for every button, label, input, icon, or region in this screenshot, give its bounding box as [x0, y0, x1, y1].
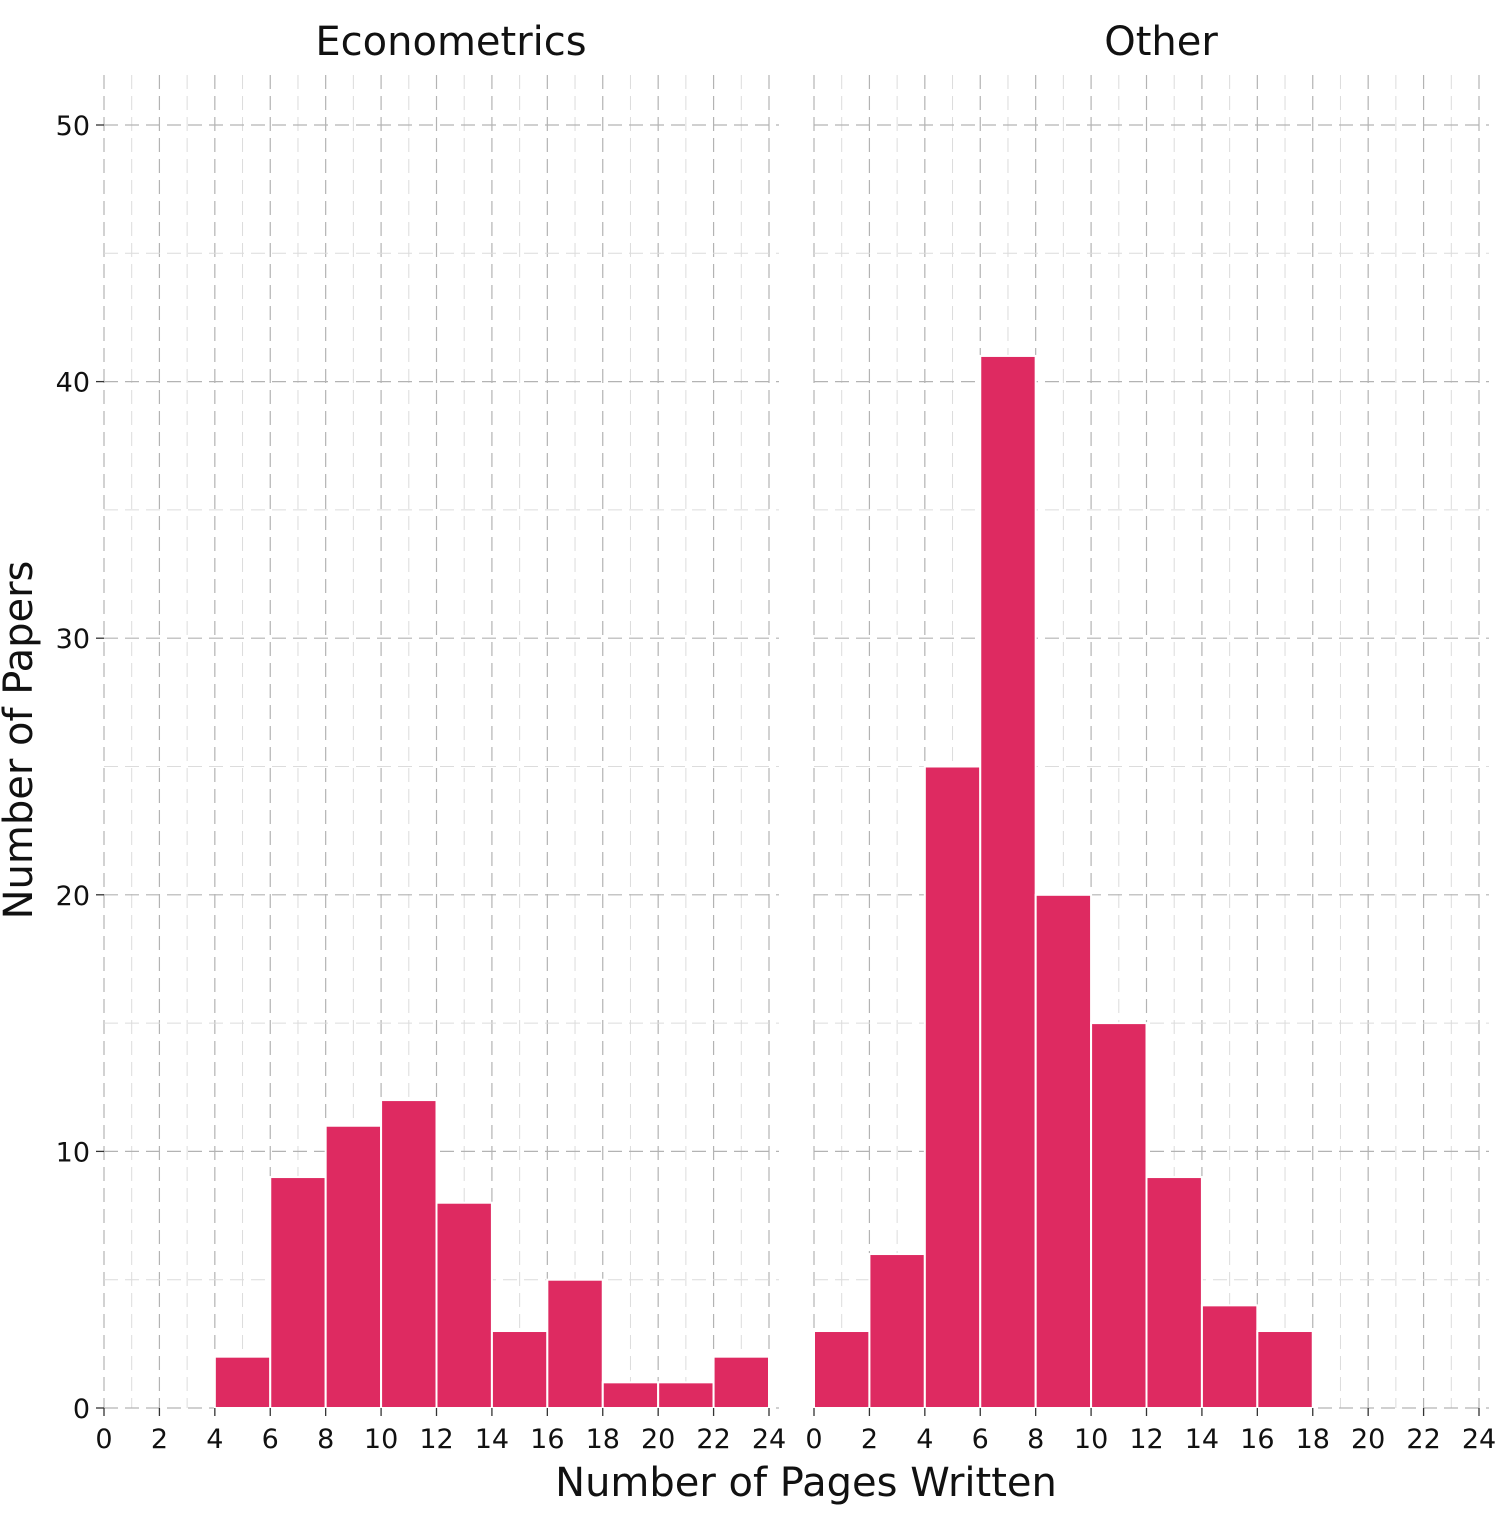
- histogram-bar: [712, 1355, 770, 1410]
- histogram-bar: [979, 354, 1037, 1410]
- histogram-bar: [813, 1330, 871, 1410]
- y-tick-label: 30: [56, 624, 90, 655]
- x-tick-label: 12: [419, 1424, 453, 1455]
- tick-layer: [96, 124, 1480, 1416]
- x-tick-label: 10: [1074, 1424, 1108, 1455]
- x-tick-label: 18: [586, 1424, 620, 1455]
- x-tick-label: 6: [262, 1424, 279, 1455]
- facet-title-econometrics: Econometrics: [315, 19, 586, 65]
- x-tick-label: 2: [861, 1424, 878, 1455]
- histogram-bar: [380, 1099, 438, 1409]
- x-tick-label: 24: [752, 1424, 786, 1455]
- bar-layer: [213, 354, 1314, 1410]
- label-layer: 0 2 4 6 8 10 12 14 16 18 20 22 24 0 2 4 6 8 10 12 14 16 18 20 22…: [56, 111, 1497, 1455]
- histogram-bar: [213, 1355, 272, 1410]
- histogram-bar: [324, 1124, 383, 1409]
- histogram-bar: [1200, 1304, 1259, 1409]
- y-tick-label: 20: [56, 881, 90, 912]
- histogram-bar: [269, 1176, 327, 1410]
- x-tick-label: 22: [696, 1424, 730, 1455]
- y-tick-label: 0: [73, 1394, 90, 1425]
- x-tick-label: 22: [1406, 1424, 1440, 1455]
- x-tick-label: 8: [1027, 1424, 1044, 1455]
- x-tick-label: 14: [475, 1424, 509, 1455]
- histogram-bar: [1145, 1176, 1203, 1410]
- x-tick-label: 14: [1185, 1424, 1219, 1455]
- x-tick-label: 20: [641, 1424, 675, 1455]
- histogram-bar: [490, 1330, 549, 1410]
- y-axis-title: Number of Papers: [0, 561, 42, 920]
- y-tick-label: 40: [56, 368, 90, 399]
- histogram-bar: [923, 765, 982, 1409]
- x-tick-label: 12: [1129, 1424, 1163, 1455]
- histogram-bar: [1034, 893, 1093, 1409]
- x-tick-label: 24: [1462, 1424, 1496, 1455]
- x-tick-label: 18: [1296, 1424, 1330, 1455]
- x-tick-label: 6: [972, 1424, 989, 1455]
- x-tick-label: 2: [151, 1424, 168, 1455]
- x-tick-label: 4: [206, 1424, 223, 1455]
- grid-layer: [103, 75, 1489, 1409]
- x-tick-label: 16: [1240, 1424, 1274, 1455]
- x-tick-label: 4: [916, 1424, 933, 1455]
- x-tick-label: 0: [95, 1424, 112, 1455]
- histogram-bar: [601, 1381, 660, 1409]
- histogram-bar: [868, 1253, 926, 1410]
- histogram-bar: [1090, 1022, 1148, 1409]
- y-tick-label: 50: [56, 111, 90, 142]
- histogram-bar: [657, 1381, 715, 1409]
- x-tick-label: 16: [530, 1424, 564, 1455]
- y-tick-label: 10: [56, 1137, 90, 1168]
- histogram-bar: [1256, 1330, 1314, 1410]
- x-tick-label: 0: [805, 1424, 822, 1455]
- x-axis-title: Number of Pages Written: [555, 1460, 1057, 1506]
- histogram-bar: [546, 1278, 604, 1409]
- facet-title-other: Other: [1104, 19, 1218, 65]
- x-tick-label: 20: [1351, 1424, 1385, 1455]
- x-tick-label: 10: [364, 1424, 398, 1455]
- x-tick-label: 8: [317, 1424, 334, 1455]
- histogram-bar: [435, 1201, 493, 1409]
